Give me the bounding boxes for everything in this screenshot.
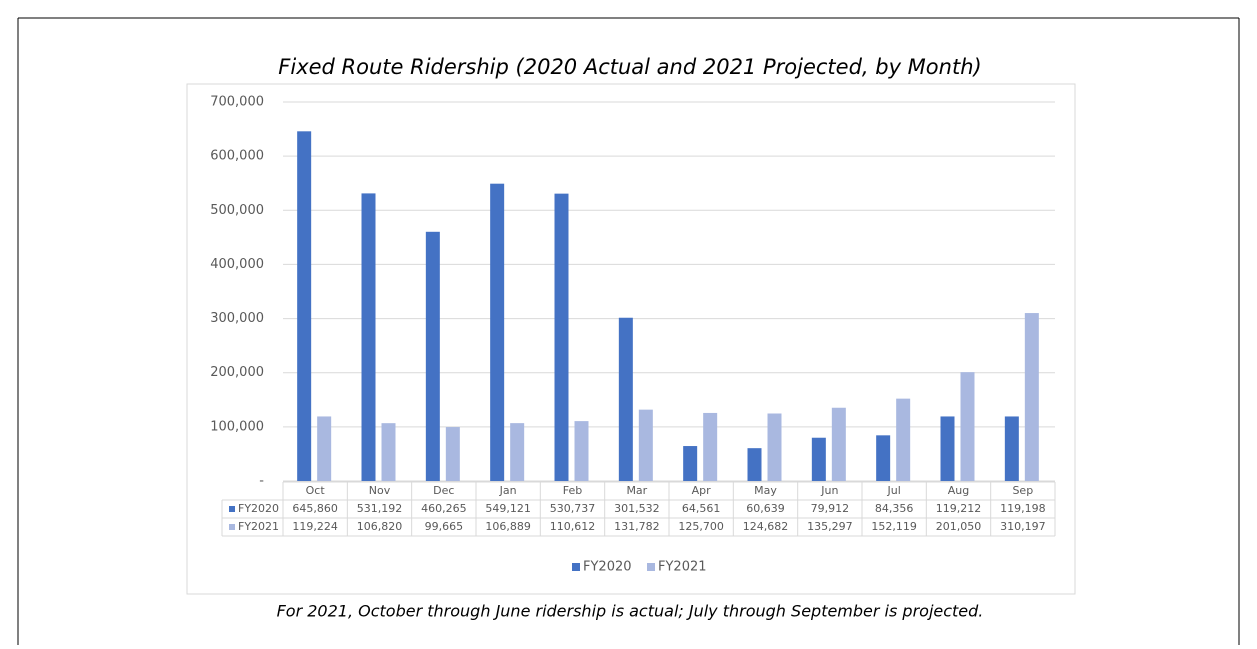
x-tick-label: Jul (887, 484, 901, 497)
x-tick-label: Jan (499, 484, 517, 497)
y-tick-label: 700,000 (210, 95, 264, 110)
x-tick-label: Jun (820, 484, 838, 497)
bar (638, 409, 653, 481)
chart-title: Fixed Route Ridership (2020 Actual and 2… (278, 55, 981, 79)
x-tick-label: Nov (369, 484, 391, 497)
table-cell: 301,532 (614, 502, 660, 515)
table-cell: 64,561 (682, 502, 721, 515)
bar (317, 416, 332, 481)
bar (490, 183, 505, 482)
y-tick-label: 500,000 (210, 203, 264, 218)
bar (896, 398, 911, 481)
y-tick-label: - (259, 474, 264, 489)
y-tick-label: 100,000 (210, 419, 264, 434)
table-cell: 310,197 (1000, 520, 1046, 533)
y-tick-label: 400,000 (210, 257, 264, 272)
table-cell: 152,119 (871, 520, 917, 533)
bar (425, 231, 440, 481)
legend-key (572, 563, 580, 571)
bar (811, 437, 826, 481)
table-cell: 119,198 (1000, 502, 1046, 515)
bar (831, 407, 846, 481)
bar (554, 193, 569, 481)
bar (381, 423, 396, 481)
x-tick-label: Oct (306, 484, 326, 497)
bar (767, 413, 782, 481)
table-cell: 106,820 (357, 520, 403, 533)
table-cell: 460,265 (421, 502, 467, 515)
table-cell: 531,192 (357, 502, 403, 515)
x-tick-label: Mar (626, 484, 647, 497)
table-cell: 124,682 (743, 520, 789, 533)
table-row-label: FY2021 (238, 520, 279, 533)
y-tick-label: 600,000 (210, 149, 264, 164)
table-cell: 60,639 (746, 502, 785, 515)
legend-label: FY2020 (583, 560, 632, 575)
legend-key (647, 563, 655, 571)
bar (574, 421, 589, 481)
x-tick-label: Sep (1012, 484, 1033, 497)
y-tick-label: 300,000 (210, 311, 264, 326)
table-cell: 110,612 (550, 520, 596, 533)
bar (445, 427, 460, 481)
table-cell: 84,356 (875, 502, 914, 515)
bar (618, 317, 633, 481)
table-cell: 125,700 (678, 520, 724, 533)
table-cell: 99,665 (425, 520, 464, 533)
bar (361, 193, 376, 482)
bar (1004, 416, 1019, 481)
table-cell: 131,782 (614, 520, 660, 533)
bar (683, 446, 698, 481)
x-tick-label: May (754, 484, 777, 497)
x-tick-label: Feb (563, 484, 582, 497)
legend-label: FY2021 (658, 560, 707, 575)
y-tick-label: 200,000 (210, 365, 264, 380)
note: For 2021, October through June ridership… (277, 602, 984, 621)
bar (960, 372, 975, 481)
x-tick-label: Apr (692, 484, 712, 497)
table-cell: 135,297 (807, 520, 853, 533)
table-cell: 119,212 (936, 502, 982, 515)
bar (510, 423, 525, 481)
table-cell: 119,224 (292, 520, 338, 533)
table-row-label: FY2020 (238, 502, 279, 515)
table-cell: 106,889 (485, 520, 531, 533)
table-cell: 201,050 (936, 520, 982, 533)
x-tick-label: Aug (948, 484, 969, 497)
table-legend-key (229, 506, 235, 512)
table-cell: 645,860 (292, 502, 338, 515)
bar (747, 448, 762, 481)
bar (1024, 313, 1039, 481)
bar (703, 412, 718, 481)
bar (297, 131, 312, 482)
bar (876, 435, 891, 481)
table-cell: 79,912 (811, 502, 850, 515)
table-cell: 530,737 (550, 502, 596, 515)
x-tick-label: Dec (433, 484, 454, 497)
bar (940, 416, 955, 481)
table-legend-key (229, 524, 235, 530)
table-cell: 549,121 (485, 502, 531, 515)
chart-area (186, 83, 1076, 595)
